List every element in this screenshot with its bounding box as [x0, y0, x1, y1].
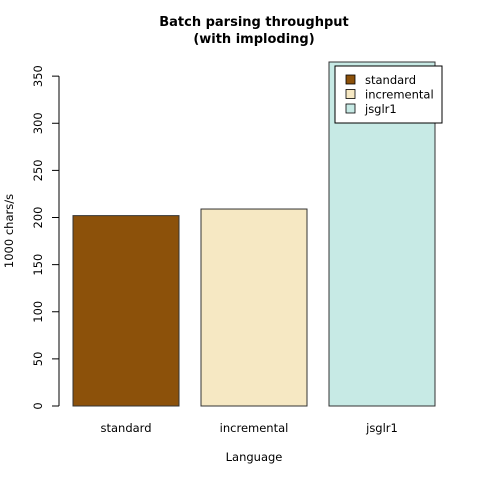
legend-swatch [345, 103, 356, 114]
legend-swatch [345, 89, 356, 99]
legend-label: jsglr1 [364, 102, 397, 116]
y-tick-label: 350 [31, 65, 45, 87]
y-tick-label: 250 [31, 159, 45, 181]
chart-title-line-1: Batch parsing throughput [159, 15, 349, 30]
chart-title-line-2: (with imploding) [193, 32, 314, 47]
legend-label: standard [365, 73, 416, 87]
bar-standard [72, 215, 180, 407]
y-tick-label: 0 [31, 402, 45, 409]
bars [72, 61, 436, 407]
y-tick-label: 50 [31, 352, 45, 367]
y-tick-label: 200 [31, 207, 45, 229]
y-tick-label: 300 [31, 112, 45, 134]
x-tick-label: incremental [220, 421, 289, 435]
bar-incremental [200, 208, 308, 407]
y-axis-label: 1000 chars/s [2, 194, 16, 268]
y-tick-label: 100 [31, 301, 45, 323]
y-axis: 0 50 100 150 200 250 300 350 [31, 65, 60, 410]
y-tick-label: 150 [31, 254, 45, 276]
legend-swatch [345, 74, 356, 85]
legend-label: incremental [365, 88, 434, 102]
x-tick-label: jsglr1 [365, 421, 398, 435]
x-tick-label: standard [100, 421, 151, 435]
x-axis-label: Language [226, 450, 283, 464]
x-axis-labels: standard incremental jsglr1 [100, 421, 397, 435]
